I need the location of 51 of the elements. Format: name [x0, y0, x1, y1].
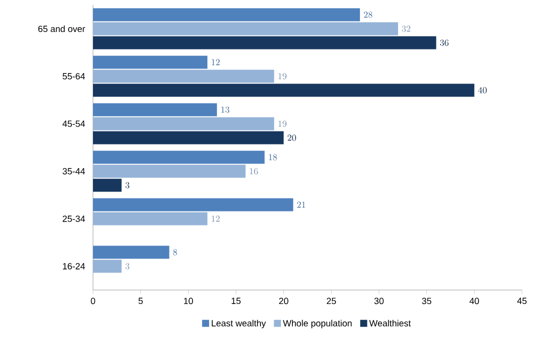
legend-label: Whole population: [282, 320, 352, 328]
bar: [93, 150, 265, 164]
bar: [93, 22, 398, 36]
x-tick-label: 10: [184, 298, 193, 304]
legend-label: Wealthiest: [369, 320, 411, 326]
y-tick-label: 16-24: [62, 263, 85, 270]
bar: [93, 56, 208, 69]
bar: [93, 103, 217, 116]
x-tick-label: 40: [470, 298, 479, 304]
legend-label: Least wealthy: [212, 320, 266, 328]
bar: [93, 36, 436, 50]
x-tick-label: 20: [279, 298, 288, 304]
data-label: 32: [402, 26, 410, 32]
data-label: 28: [364, 12, 372, 18]
x-tick-label: 30: [374, 298, 384, 304]
bar: [93, 70, 274, 83]
bar: [93, 117, 274, 130]
bar: [93, 178, 122, 192]
data-label: 16: [250, 168, 258, 174]
x-tick-label: 35: [422, 298, 432, 304]
bar: [93, 212, 208, 226]
data-label: 20: [288, 134, 296, 141]
bar: [93, 131, 284, 144]
data-label: 12: [212, 59, 220, 66]
data-label: 21: [297, 202, 306, 208]
bar: [93, 198, 294, 212]
bar: [93, 260, 122, 273]
x-tick-label: 15: [232, 298, 241, 304]
bar: [93, 84, 474, 97]
data-label: 36: [440, 40, 449, 46]
x-tick-label: 0: [90, 298, 96, 304]
x-tick-label: 25: [326, 298, 336, 304]
bar: [93, 8, 360, 22]
data-label: 19: [278, 120, 286, 127]
bar: [93, 164, 246, 178]
y-tick-label: 45-54: [62, 120, 85, 127]
y-tick-label: 25-34: [62, 216, 85, 222]
data-label: 3: [126, 182, 130, 188]
x-tick-label: 45: [517, 298, 527, 304]
y-tick-label: 35-44: [62, 168, 85, 174]
y-tick-label: 65 and over: [38, 25, 86, 32]
data-label: 3: [126, 263, 130, 270]
data-label: 12: [212, 216, 220, 222]
data-label: 18: [268, 154, 277, 160]
data-label: 19: [278, 73, 286, 80]
data-label: 8: [173, 249, 178, 256]
data-label: 13: [221, 106, 230, 113]
x-tick-label: 5: [138, 298, 143, 304]
bar: [93, 246, 170, 259]
y-tick-label: 55-64: [62, 73, 85, 80]
data-label: 40: [478, 87, 487, 94]
